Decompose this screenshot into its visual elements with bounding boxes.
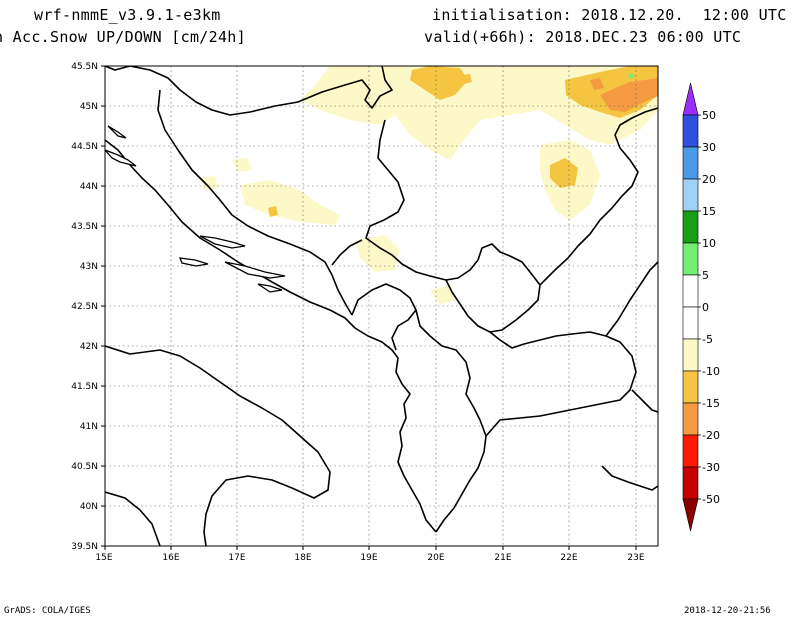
lon-label: 18E	[294, 553, 311, 563]
lon-label: 20E	[427, 553, 444, 563]
colorbar-swatch	[682, 306, 699, 340]
colorbar-swatch	[682, 178, 699, 212]
lat-label: 43N	[80, 262, 98, 272]
colorbar-label: 5	[702, 269, 709, 282]
islands	[105, 125, 286, 293]
lon-label: 16E	[162, 553, 179, 563]
colorbar-swatch	[682, 338, 699, 372]
colorbar-label: -50	[702, 493, 720, 506]
colorbar-label: -20	[702, 429, 720, 442]
lat-label: 42N	[80, 342, 98, 352]
colorbar-label: 50	[702, 109, 716, 122]
lat-label: 39.5N	[71, 542, 98, 552]
lon-label: 21E	[494, 553, 511, 563]
snow-field	[200, 66, 658, 305]
valid-time: valid(+66h): 2018.DEC.23 06:00 UTC	[424, 28, 742, 46]
graticule	[105, 66, 658, 546]
lon-label: 23E	[627, 553, 644, 563]
colorbar-swatch	[682, 466, 699, 500]
colorbar-bottom-arrow	[682, 498, 699, 532]
map-frame	[104, 65, 659, 547]
lon-label: 15E	[95, 553, 112, 563]
colorbar-swatch	[682, 274, 699, 308]
colorbar-swatch	[682, 402, 699, 436]
lon-label: 22E	[560, 553, 577, 563]
lat-label: 40.5N	[71, 462, 98, 472]
colorbar-label: 20	[702, 173, 716, 186]
model-title: wrf-nmmE_v3.9.1-e3km	[34, 6, 221, 24]
colorbar-label: -30	[702, 461, 720, 474]
lat-axis: 45.5N 45N 44.5N 44N 43.5N 43N 42.5N 42N …	[71, 62, 105, 552]
colorbar-top-arrow	[682, 82, 699, 116]
lat-label: 44N	[80, 182, 98, 192]
colorbar-label: -10	[702, 365, 720, 378]
colorbar-label: 0	[702, 301, 709, 314]
footer-credit: GrADS: COLA/IGES	[4, 606, 91, 616]
lat-label: 45N	[80, 102, 98, 112]
lon-axis: 15E 16E 17E 18E 19E 20E 21E 22E 23E	[95, 546, 645, 563]
colorbar-swatch	[682, 242, 699, 276]
lat-label: 43.5N	[71, 222, 98, 232]
borders-coastlines	[105, 66, 658, 546]
colorbar-label: 15	[702, 205, 716, 218]
footer-timestamp: 2018-12-20-21:56	[684, 606, 771, 616]
initialisation-time: initialisation: 2018.12.20. 12:00 UTC	[432, 6, 787, 24]
lat-label: 45.5N	[71, 62, 98, 72]
colorbar-swatch	[682, 146, 699, 180]
colorbar-swatch	[682, 210, 699, 244]
lat-label: 44.5N	[71, 142, 98, 152]
colorbar-label: -5	[702, 333, 713, 346]
lon-label: 17E	[228, 553, 245, 563]
lon-label: 19E	[360, 553, 377, 563]
colorbar-swatch	[682, 434, 699, 468]
lat-label: 41.5N	[71, 382, 98, 392]
colorbar-label: 30	[702, 141, 716, 154]
lat-label: 42.5N	[71, 302, 98, 312]
variable-title: n Acc.Snow UP/DOWN [cm/24h]	[0, 28, 246, 46]
colorbar-label: -15	[702, 397, 720, 410]
colorbar-label: 10	[702, 237, 716, 250]
colorbar-swatch	[682, 114, 699, 148]
lat-label: 40N	[80, 502, 98, 512]
colorbar-swatch	[682, 370, 699, 404]
lat-label: 41N	[80, 422, 98, 432]
